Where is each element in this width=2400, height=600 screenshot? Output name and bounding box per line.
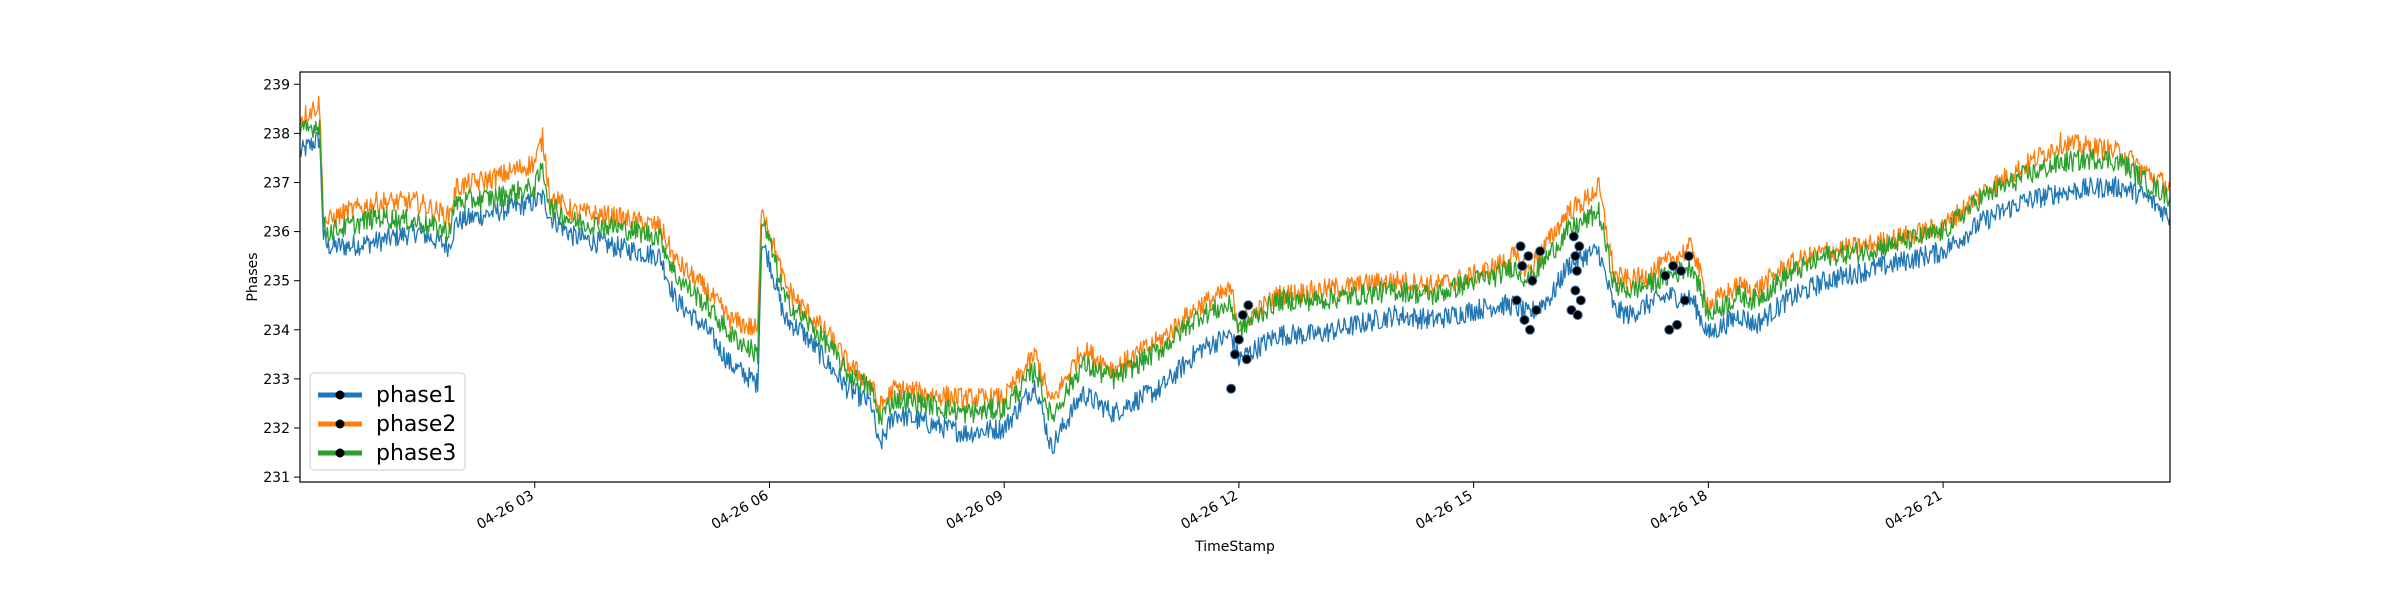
- series-layer: [299, 95, 2171, 455]
- series-line-phase1: [299, 131, 2171, 455]
- anomaly-marker: [1233, 334, 1244, 345]
- anomaly-marker: [1675, 265, 1686, 276]
- anomaly-marker: [1515, 241, 1526, 252]
- legend-label-phase3: phase3: [376, 441, 456, 466]
- legend-marker-phase3: [335, 448, 345, 458]
- anomaly-marker: [1683, 251, 1694, 262]
- y-tick-label: 236: [263, 225, 290, 241]
- legend-item-phase3: phase3: [318, 441, 456, 466]
- y-tick-label: 231: [263, 470, 290, 486]
- y-tick-label: 234: [263, 323, 290, 339]
- anomaly-marker: [1535, 246, 1546, 257]
- anomaly-marker: [1570, 251, 1581, 262]
- anomaly-marker: [1664, 324, 1675, 335]
- y-tick-label: 237: [263, 175, 290, 191]
- x-axis-title: TimeStamp: [1194, 539, 1275, 555]
- anomaly-marker: [1571, 265, 1582, 276]
- anomaly-marker: [1570, 285, 1581, 296]
- y-tick-label: 232: [263, 421, 290, 437]
- anomaly-marker: [1531, 305, 1542, 316]
- anomaly-marker: [1660, 270, 1671, 281]
- legend-label-phase2: phase2: [376, 412, 456, 437]
- anomaly-marker: [1511, 295, 1522, 306]
- y-tick-label: 233: [263, 372, 290, 388]
- anomaly-marker: [1519, 314, 1530, 325]
- anomaly-marker: [1523, 251, 1534, 262]
- anomaly-marker: [1572, 310, 1583, 321]
- anomaly-marker: [1230, 349, 1240, 360]
- legend-item-phase2: phase2: [318, 412, 456, 437]
- anomaly-marker: [1517, 260, 1528, 271]
- legend-marker-phase2: [335, 419, 345, 429]
- legend-marker-phase1: [335, 390, 345, 400]
- anomaly-marker: [1226, 383, 1237, 394]
- anomaly-marker: [1679, 295, 1690, 306]
- y-axis-title: Phases: [245, 252, 261, 301]
- series-line-phase3: [299, 119, 2171, 426]
- anomaly-marker: [1237, 310, 1248, 321]
- legend-item-phase1: phase1: [318, 383, 456, 408]
- anomaly-marker: [1574, 241, 1585, 252]
- y-tick-label: 238: [263, 126, 290, 142]
- anomaly-marker: [1524, 324, 1535, 335]
- anomaly-marker: [1527, 275, 1538, 286]
- y-axis: 231 232 233 234 235 236 237 238 239: [263, 77, 300, 486]
- y-tick-label: 239: [263, 77, 290, 93]
- marker-layer: [1226, 231, 1694, 394]
- anomaly-marker: [1568, 231, 1579, 242]
- anomaly-marker: [1672, 319, 1683, 330]
- anomaly-marker: [1575, 295, 1586, 306]
- legend-label-phase1: phase1: [376, 383, 456, 408]
- anomaly-marker: [1243, 300, 1254, 311]
- anomaly-marker: [1668, 260, 1679, 271]
- anomaly-marker: [1241, 354, 1252, 365]
- legend: phase1 phase2 phase3: [309, 372, 466, 471]
- plot-frame: [299, 71, 2171, 483]
- y-tick-label: 235: [263, 274, 290, 290]
